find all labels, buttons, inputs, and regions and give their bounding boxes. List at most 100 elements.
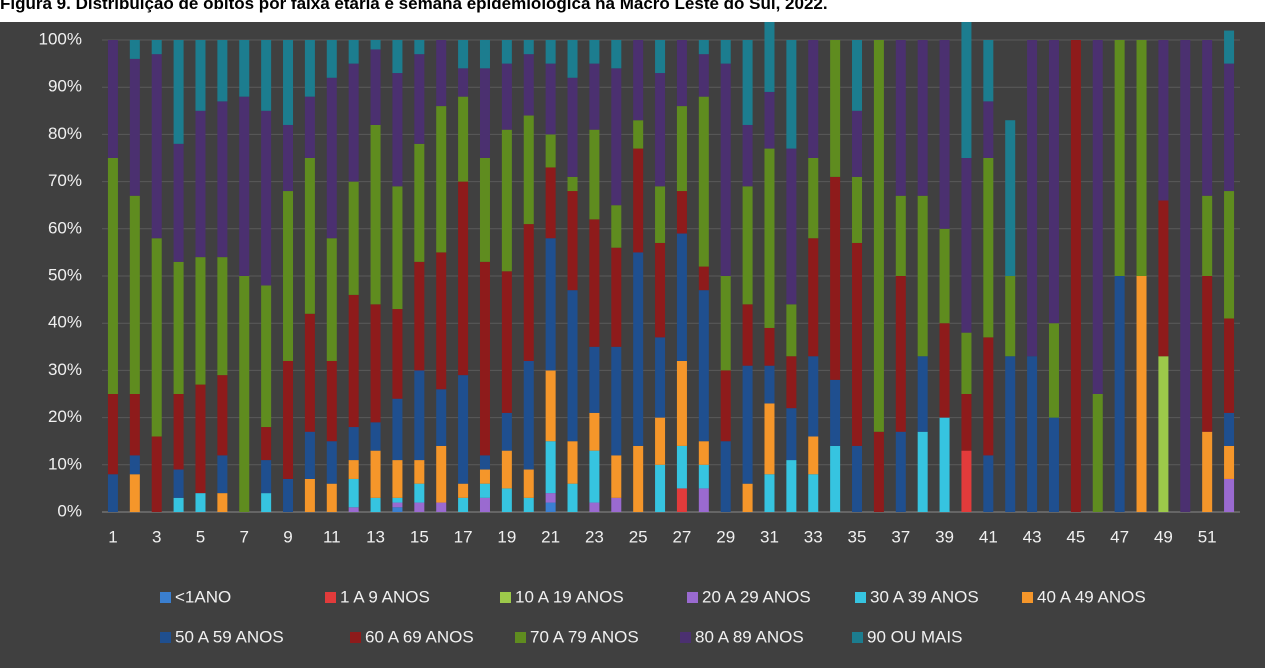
bar-segment (283, 124, 294, 192)
bar-segment (458, 181, 469, 376)
bar-segment (1070, 40, 1081, 512)
bar-segment (173, 469, 184, 498)
bar-segment (961, 394, 972, 451)
bar-segment (261, 493, 272, 512)
bar-segment (939, 323, 950, 418)
bar-segment (742, 483, 753, 512)
bar-segment (1005, 356, 1016, 512)
bar-segment (545, 63, 556, 135)
bar-segment (523, 115, 534, 225)
legend-label: <1ANO (175, 587, 231, 606)
x-tick-label: 7 (240, 527, 249, 546)
x-tick-label: 29 (716, 527, 735, 546)
bar-segment (129, 394, 140, 456)
bar-segment (283, 191, 294, 361)
bar-segment (655, 186, 666, 243)
bar-segment (808, 238, 819, 357)
bar-segment (1158, 40, 1169, 201)
bar-segment (698, 290, 709, 442)
bar-segment (501, 412, 512, 451)
bar-segment (1136, 40, 1147, 276)
bar-segment (370, 450, 381, 498)
legend-swatch (160, 632, 171, 643)
bar-segment (895, 431, 906, 512)
bar-segment (370, 49, 381, 125)
bar-segment (479, 40, 490, 69)
y-tick-label: 60% (48, 218, 82, 237)
bar-segment (283, 360, 294, 479)
bar-segment (545, 441, 556, 494)
bar-segment (939, 40, 950, 229)
bar-segment (545, 167, 556, 239)
bar-segment (392, 40, 403, 74)
bar-segment (545, 493, 556, 503)
bar-segment (917, 40, 928, 196)
bar-segment (304, 158, 315, 314)
bar-segment (895, 195, 906, 276)
bar-segment (326, 77, 337, 239)
bar-segment (939, 417, 950, 512)
bar-segment (764, 365, 775, 404)
bar-segment (1202, 40, 1213, 196)
y-tick-label: 80% (48, 124, 82, 143)
bar-segment (655, 464, 666, 512)
bar-segment (1114, 40, 1125, 276)
bar-segment (304, 431, 315, 479)
bar-segment (808, 356, 819, 437)
bar-segment (523, 497, 534, 512)
bar-segment (611, 247, 622, 347)
bar-segment (611, 455, 622, 498)
legend-swatch (855, 592, 866, 603)
y-tick-label: 40% (48, 313, 82, 332)
bar-segment (567, 483, 578, 512)
bar-segment (458, 483, 469, 498)
bar-segment (764, 91, 775, 149)
bar-segment (348, 40, 359, 64)
y-tick-label: 30% (48, 360, 82, 379)
bar-segment (1005, 276, 1016, 357)
bar-segment (633, 120, 644, 149)
bar-segment (479, 261, 490, 456)
x-tick-label: 5 (196, 527, 205, 546)
bar-segment (151, 238, 162, 437)
bar-segment (764, 22, 775, 92)
bar-segment (326, 483, 337, 512)
bar-segment (392, 73, 403, 187)
x-tick-label: 1 (108, 527, 117, 546)
bar-segment (239, 40, 250, 97)
bar-segment (129, 474, 140, 512)
x-tick-label: 49 (1154, 527, 1173, 546)
bar-segment (458, 40, 469, 69)
bar-segment (1158, 200, 1169, 357)
bar-segment (523, 360, 534, 470)
bar-segment (107, 40, 118, 158)
bar-segment (655, 337, 666, 418)
bar-segment (1136, 276, 1147, 512)
bar-segment (589, 219, 600, 347)
bar-segment (589, 63, 600, 130)
bar-segment (501, 488, 512, 512)
legend-swatch (515, 632, 526, 643)
bar-segment (742, 365, 753, 484)
bar-segment (217, 375, 228, 456)
bar-segment (786, 356, 797, 409)
bar-segment (458, 96, 469, 182)
bar-segment (479, 158, 490, 262)
x-tick-label: 17 (454, 527, 473, 546)
bar-segment (129, 455, 140, 475)
bar-segment (392, 497, 403, 503)
bar-segment (414, 460, 425, 484)
bar-segment (895, 276, 906, 432)
bar-segment (567, 40, 578, 78)
bar-segment (414, 370, 425, 461)
bar-segment (501, 40, 512, 64)
bar-segment (611, 68, 622, 206)
bar-segment (173, 143, 184, 262)
bar-segment (436, 389, 447, 446)
bar-segment (129, 40, 140, 59)
bar-segment (545, 40, 556, 64)
bar-segment (567, 441, 578, 484)
bar-segment (414, 54, 425, 144)
bar-segment (173, 497, 184, 512)
bar-segment (107, 474, 118, 512)
